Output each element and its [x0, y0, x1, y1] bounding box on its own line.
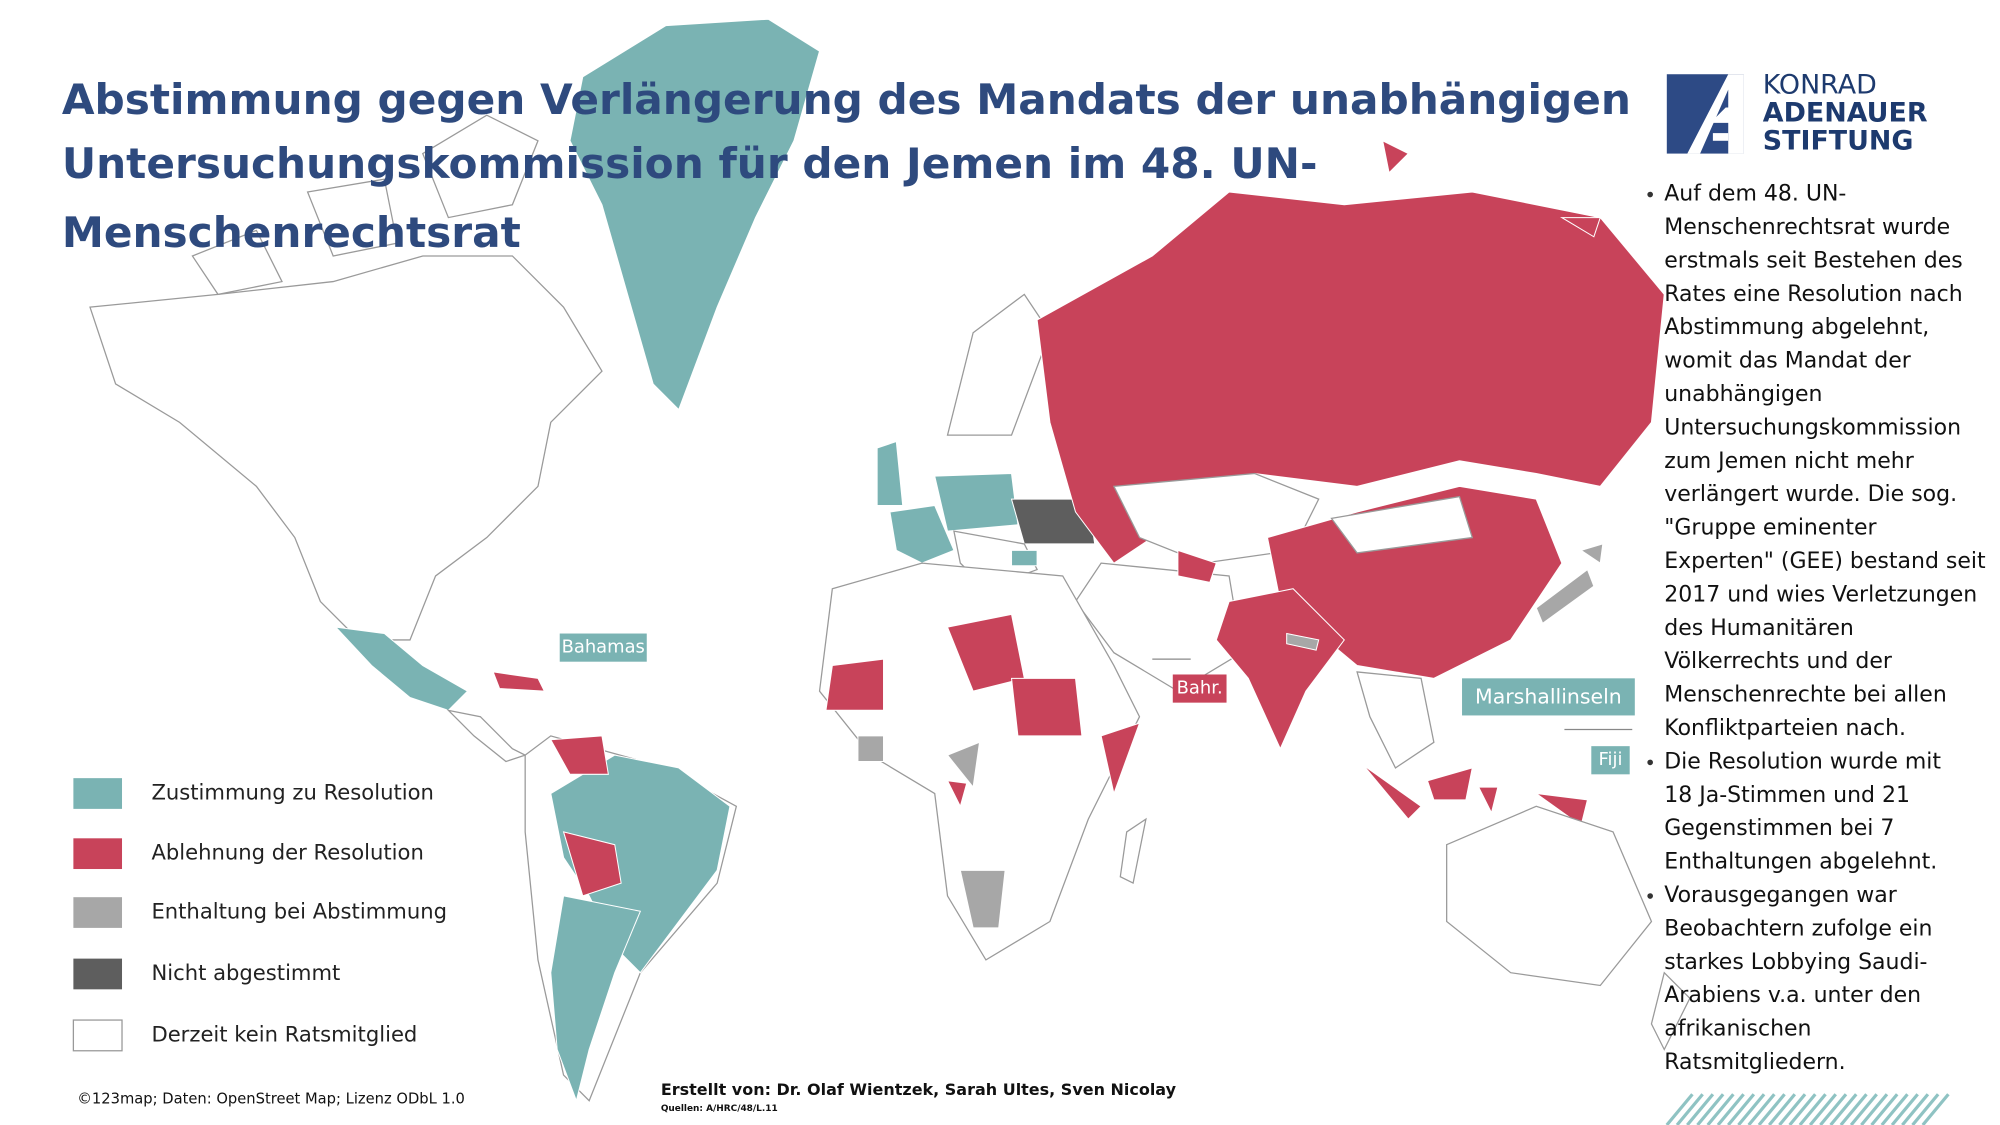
hatch	[1665, 1093, 1950, 1125]
legend-label: Nicht abgestimmt	[151, 960, 340, 985]
bullet-text: Konfliktparteien nach.	[1664, 716, 1906, 741]
bullet-text: Rates eine Resolution nach	[1664, 282, 1962, 307]
hatch-line	[1696, 1093, 1725, 1125]
bullet-text: 2017 und wies Verletzungen	[1664, 582, 1977, 607]
bullet-text: Vorausgegangen war	[1664, 883, 1898, 908]
hatch-line	[1839, 1093, 1868, 1125]
bullet-text: zum Jemen nicht mehr	[1664, 449, 1914, 474]
hatch-line	[1767, 1093, 1797, 1125]
bullet-text: Arabiens v.a. unter den	[1664, 983, 1921, 1008]
hatch-line	[1849, 1093, 1878, 1125]
title-line: Abstimmung gegen Verlängerung des Mandat…	[62, 75, 1631, 124]
label-box	[1172, 674, 1227, 703]
bullet-text: Völkerrechts und der	[1664, 649, 1893, 674]
bullet-text: Enthaltungen abgelehnt.	[1664, 850, 1937, 875]
label-box	[1591, 746, 1630, 775]
label-box	[1462, 678, 1635, 716]
map-label: Bahr.	[1177, 678, 1223, 699]
bullet-text: womit das Mandat der	[1664, 349, 1911, 374]
hatch-line	[1737, 1093, 1766, 1125]
hatch-line	[1808, 1093, 1837, 1125]
hatch-line	[1880, 1093, 1909, 1125]
map-label: Fiji	[1599, 749, 1623, 770]
bullet-text: unabhängigen	[1664, 382, 1822, 407]
title-line: Untersuchungskommission für den Jemen im…	[62, 139, 1318, 188]
legend-label: Zustimmung zu Resolution	[151, 780, 433, 805]
hatch-line	[1675, 1093, 1704, 1125]
legend-swatch	[73, 958, 123, 990]
bullet-text: Abstimmung abgelehnt,	[1664, 315, 1929, 340]
sources: Quellen: A/HRC/48/L.11	[661, 1104, 778, 1114]
bullet-text: Die Resolution wurde mit	[1664, 749, 1941, 774]
bullet-text: Untersuchungskommission	[1664, 415, 1961, 440]
hatch-line	[1901, 1093, 1930, 1125]
legend-label: Ablehnung der Resolution	[151, 840, 423, 865]
hatch-line	[1747, 1093, 1776, 1125]
world-map	[89, 18, 1691, 1103]
logo-text: STIFTUNG	[1763, 126, 1914, 157]
hatch-line	[1778, 1093, 1807, 1125]
hatch-line	[1819, 1093, 1848, 1125]
bullet-text: erstmals seit Bestehen des	[1664, 248, 1963, 273]
hatch-line	[1890, 1093, 1919, 1125]
bullet-text: 18 Ja-Stimmen und 21	[1664, 783, 1910, 808]
hatch-line	[1788, 1093, 1817, 1125]
license: ©123map; Daten: OpenStreet Map; Lizenz O…	[77, 1090, 465, 1107]
label-box	[559, 633, 647, 662]
legend-swatch	[73, 838, 123, 870]
hatch-line	[1686, 1093, 1715, 1125]
hatch-line	[1727, 1093, 1756, 1125]
bullet-dot	[1647, 759, 1653, 766]
bullet-text: Auf dem 48. UN-	[1664, 182, 1846, 207]
bullet-text: des Humanitären	[1664, 616, 1854, 641]
map-label: Marshallinseln	[1475, 685, 1622, 709]
hatch-line	[1798, 1093, 1827, 1125]
bullet-text: Experten" (GEE) bestand seit	[1664, 549, 1986, 574]
title-line: Menschenrechtsrat	[62, 208, 521, 257]
bullet-dot	[1647, 893, 1653, 899]
hatch-line	[1757, 1093, 1786, 1125]
logo	[1666, 74, 1744, 154]
legend-swatch	[73, 897, 123, 928]
bullet-text: Beobachtern zufolge ein	[1664, 916, 1932, 941]
hatch-line	[1911, 1093, 1940, 1125]
legend-label: Enthaltung bei Abstimmung	[151, 899, 447, 924]
legend-swatch	[73, 778, 123, 809]
hatch-line	[1870, 1093, 1899, 1125]
bullet-text: Ratsmitgliedern.	[1664, 1050, 1845, 1075]
hatch-line	[1860, 1093, 1889, 1125]
map-label: Bahamas	[562, 637, 645, 658]
legend-label: Derzeit kein Ratsmitglied	[151, 1021, 417, 1046]
hatch-line	[1829, 1093, 1858, 1125]
bullet-text: afrikanischen	[1664, 1017, 1811, 1042]
hatch-line	[1716, 1093, 1745, 1125]
legend-swatch	[72, 1019, 123, 1052]
logo-text: KONRAD	[1763, 69, 1877, 100]
bullet-dot	[1647, 191, 1653, 198]
hatch-line	[1665, 1093, 1694, 1125]
bullet-text: Menschenrechte bei allen	[1664, 683, 1947, 708]
credits: Erstellt von: Dr. Olaf Wientzek, Sarah U…	[661, 1080, 1177, 1099]
title: Abstimmung gegen Verlängerung des Mandat…	[62, 75, 1631, 257]
hatch-line	[1706, 1093, 1735, 1125]
logo-text: ADENAUER	[1763, 97, 1928, 128]
hatch-line	[1921, 1093, 1950, 1125]
bullet-text: Gegenstimmen bei 7	[1664, 816, 1894, 841]
bullet-text: starkes Lobbying Saudi-	[1664, 950, 1927, 975]
bullet-text: "Gruppe eminenter	[1664, 516, 1877, 541]
bullet-text: Menschenrechtsrat wurde	[1664, 215, 1950, 240]
bullet-text: verlängert wurde. Die sog.	[1664, 482, 1957, 507]
